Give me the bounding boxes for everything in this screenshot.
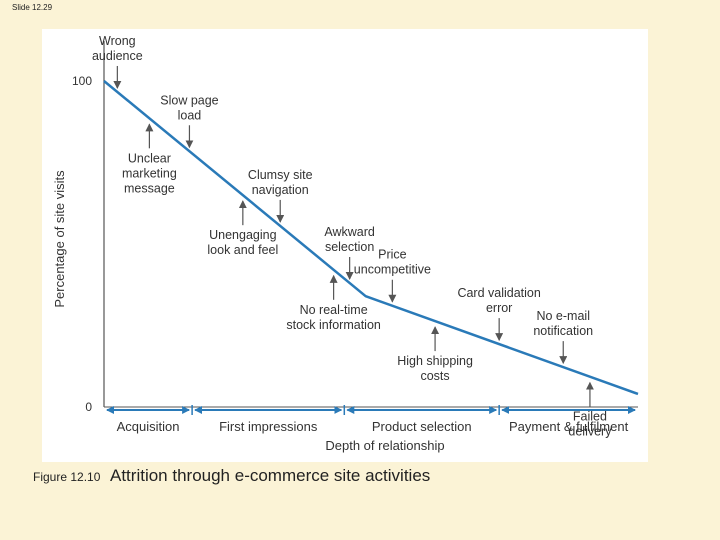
annotation-label: audience (92, 49, 143, 63)
annotation-label: Clumsy site (248, 168, 313, 182)
annotation-label: load (178, 108, 202, 122)
slide-label: Slide 12.29 (12, 3, 53, 12)
stage-label: Product selection (372, 419, 472, 434)
stage-label: First impressions (219, 419, 318, 434)
annotation-label: High shipping (397, 354, 473, 368)
annotation-label: navigation (252, 183, 309, 197)
annotation-label: costs (420, 369, 449, 383)
attrition-chart: 0 100 Percentage of site visits Acquisition… (42, 29, 648, 462)
annotation-label: Unengaging (209, 228, 276, 242)
attrition-line (103, 80, 639, 396)
annotation-label: stock information (286, 318, 381, 332)
stage-label: Acquisition (117, 419, 180, 434)
annotation-label: delivery (568, 425, 612, 439)
annotation-label: Unclear (128, 151, 171, 165)
annotation-label: look and feel (207, 243, 278, 257)
annotation-label: Failed (573, 410, 607, 424)
annotation-label: Wrong (99, 34, 136, 48)
annotation-label: marketing (122, 166, 177, 180)
annotation-label: uncompetitive (354, 263, 431, 277)
annotation-label: message (124, 181, 175, 195)
annotation-label: Awkward (324, 225, 375, 239)
figure-number: Figure 12.10 (33, 470, 101, 484)
annotation-label: No real-time (300, 303, 368, 317)
annotation-label: selection (325, 240, 374, 254)
x-axis-label: Depth of relationship (325, 438, 444, 453)
y-tick-label: 0 (85, 400, 92, 414)
annotation-label: Card validation (457, 286, 540, 300)
y-axis-label: Percentage of site visits (52, 170, 67, 308)
annotation-label: notification (533, 324, 593, 338)
y-tick-label: 100 (72, 74, 92, 88)
annotation-label: Slow page (160, 93, 218, 107)
annotation-label: Price (378, 248, 407, 262)
annotation-label: No e-mail (536, 309, 590, 323)
stage-label: Payment & fulfilment (509, 419, 629, 434)
chart-svg: 0 100 Percentage of site visits Acquisition… (52, 34, 639, 453)
annotation-label: error (486, 301, 512, 315)
figure-title: Attrition through e-commerce site activi… (110, 466, 431, 485)
